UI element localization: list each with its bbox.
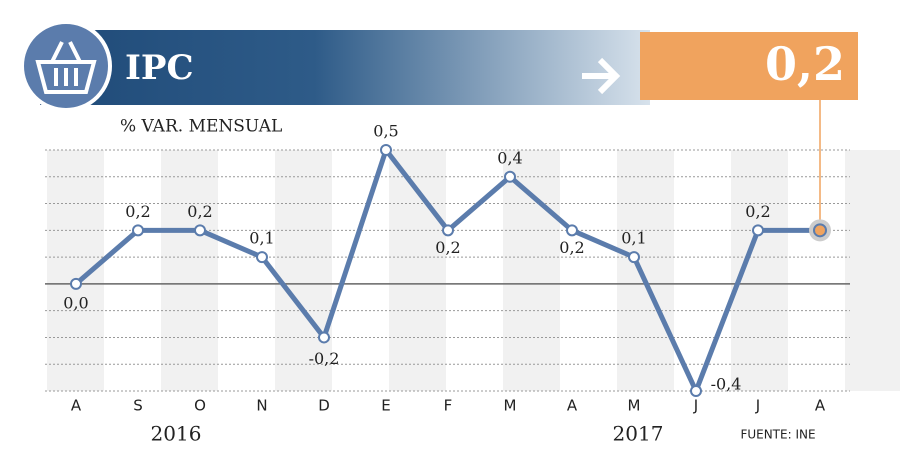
point <box>690 385 702 397</box>
subtitle: % VAR. MENSUAL <box>120 117 282 137</box>
point <box>566 224 578 237</box>
x-tick-label: M <box>504 397 517 415</box>
headline-value: 0,2 <box>765 37 845 91</box>
point <box>752 224 764 237</box>
point <box>380 144 392 156</box>
basket-icon <box>35 41 97 94</box>
x-tick-label: N <box>256 397 267 415</box>
point <box>70 277 82 290</box>
x-tick-label: M <box>628 397 641 415</box>
point <box>194 224 206 237</box>
headline-box <box>640 32 858 100</box>
year-label: 2017 <box>613 422 664 446</box>
point <box>318 331 330 344</box>
year-label: 2016 <box>151 422 202 446</box>
point <box>256 251 268 264</box>
value-label: 0,2 <box>559 238 584 257</box>
value-label: 0,4 <box>497 148 522 167</box>
point <box>813 223 827 238</box>
value-label: 0,2 <box>745 202 770 221</box>
title: IPC <box>125 48 194 88</box>
value-label: 0,2 <box>187 202 212 221</box>
point <box>504 170 516 183</box>
value-label: 0,1 <box>621 229 646 248</box>
column-band <box>389 150 446 391</box>
column-band <box>617 150 674 391</box>
x-tick-label: J <box>755 397 760 415</box>
x-tick-label: A <box>815 397 826 415</box>
x-tick-label: D <box>318 397 330 415</box>
point <box>442 224 454 237</box>
header-bar <box>40 30 650 105</box>
column-band <box>845 150 900 391</box>
arrow <box>582 57 621 95</box>
value-label: -0,2 <box>309 349 340 368</box>
column-band <box>275 150 332 391</box>
value-label: -0,4 <box>711 375 742 394</box>
x-tick-label: O <box>194 397 206 415</box>
value-label: 0,5 <box>373 122 398 141</box>
column-band <box>47 150 104 391</box>
x-tick-label: F <box>444 397 453 415</box>
x-tick-label: E <box>381 397 390 415</box>
source: FUENTE: INE <box>740 428 815 442</box>
point <box>628 251 640 264</box>
point <box>132 224 144 237</box>
icon-circle <box>20 20 112 112</box>
value-label: 0,0 <box>63 293 88 312</box>
column-band <box>503 150 560 391</box>
x-tick-label: S <box>133 397 143 415</box>
value-label: 0,2 <box>435 238 460 257</box>
value-label: 0,1 <box>249 229 274 248</box>
x-tick-label: J <box>693 397 698 415</box>
x-tick-label: A <box>71 397 82 415</box>
column-band <box>731 150 788 391</box>
column-band <box>161 150 218 391</box>
x-tick-label: A <box>567 397 578 415</box>
value-label: 0,2 <box>125 202 150 221</box>
